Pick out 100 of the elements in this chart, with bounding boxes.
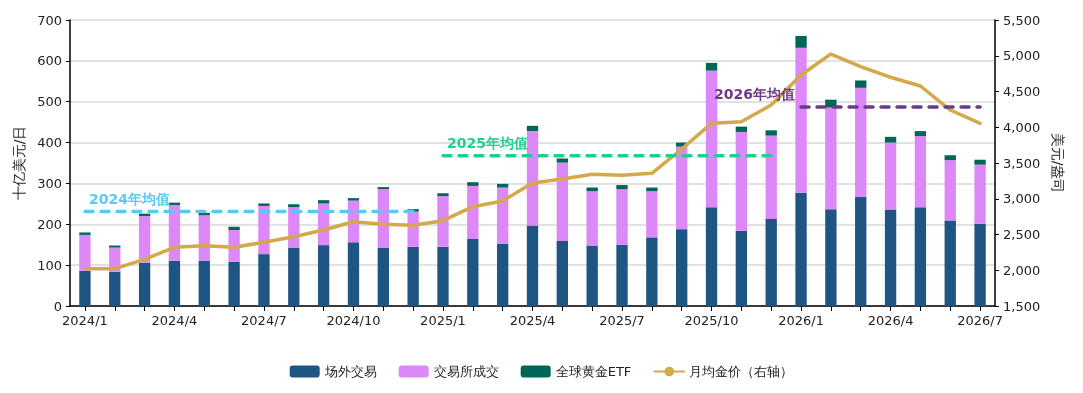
bar <box>795 192 807 306</box>
bar <box>467 182 479 186</box>
x-tick-label: 2024/1 <box>62 313 108 328</box>
x-tick-label: 2025/4 <box>509 313 556 328</box>
bar <box>855 196 867 306</box>
bar <box>377 187 389 190</box>
bar <box>437 246 449 306</box>
x-tick-label: 2024/10 <box>326 313 381 328</box>
y2-tick-label: 5,500 <box>1003 12 1041 28</box>
bar <box>944 155 956 161</box>
bar <box>765 130 777 136</box>
x-tick-label: 2024/4 <box>151 313 198 328</box>
bar <box>407 246 419 306</box>
bar <box>317 245 330 306</box>
bar <box>735 131 748 231</box>
bar <box>526 225 539 306</box>
bar <box>496 187 509 244</box>
series-label: 2025年均值 <box>446 134 528 151</box>
bar <box>735 230 748 306</box>
legend-label: 月均金价（右轴） <box>689 364 794 379</box>
line-series <box>83 52 982 271</box>
bar <box>646 191 658 238</box>
bar <box>347 198 360 201</box>
bar <box>79 232 91 235</box>
bar <box>914 207 927 306</box>
bar <box>288 247 300 306</box>
bar <box>258 254 270 306</box>
bar <box>944 220 956 306</box>
bar <box>79 270 91 306</box>
bar <box>825 209 837 306</box>
bar <box>825 107 837 210</box>
bar <box>556 241 569 306</box>
bar <box>258 203 270 206</box>
y2-tick-label: 4,500 <box>1003 84 1041 99</box>
bar <box>735 126 748 132</box>
bar <box>855 80 867 88</box>
bar <box>884 136 897 143</box>
y-tick-label: 300 <box>37 175 62 191</box>
bar <box>288 204 300 208</box>
bar <box>467 238 479 306</box>
bar <box>974 164 986 224</box>
legend-label: 交易所成交 <box>433 364 499 379</box>
bar <box>884 142 897 210</box>
bar <box>198 260 210 306</box>
y2-axis-title: 美元/盎司 <box>1050 132 1067 194</box>
bar <box>765 218 777 306</box>
bar <box>496 183 509 188</box>
bar <box>944 160 956 221</box>
legend-label: 场外交易 <box>323 364 377 379</box>
y2-tick-label: 4,000 <box>1003 119 1041 135</box>
y-tick-label: 0 <box>53 298 62 314</box>
x-tick-label: 2025/1 <box>420 313 466 328</box>
bar <box>676 229 688 306</box>
bar <box>884 209 897 306</box>
bar <box>586 245 598 306</box>
series-label: 2024年均值 <box>88 190 170 207</box>
bar <box>228 261 240 306</box>
y-tick-label: 400 <box>37 135 62 151</box>
bar <box>109 271 121 306</box>
bar <box>556 158 569 163</box>
legend-label: 全球黄金ETF <box>555 364 632 379</box>
y-tick-label: 700 <box>37 12 62 28</box>
bar <box>646 237 658 306</box>
bar <box>109 245 121 248</box>
bar <box>138 262 151 306</box>
bar <box>467 185 479 239</box>
bar <box>496 243 509 306</box>
y2-tick-label: 3,500 <box>1003 155 1041 171</box>
bar <box>914 136 927 208</box>
bar <box>974 159 986 165</box>
bar <box>79 234 91 271</box>
bar <box>377 247 389 306</box>
bar <box>705 62 718 71</box>
y2-tick-label: 2,500 <box>1003 227 1041 242</box>
bar <box>168 260 181 306</box>
x-tick-label: 2025/10 <box>684 313 739 328</box>
bar <box>347 242 360 306</box>
y-tick-label: 600 <box>37 53 62 69</box>
bar <box>437 193 449 197</box>
y2-tick-label: 5,000 <box>1003 48 1041 64</box>
bar <box>526 131 539 226</box>
bar <box>616 185 628 190</box>
x-tick-label: 2026/1 <box>778 313 824 328</box>
bar <box>795 35 807 48</box>
bar <box>138 216 151 263</box>
y-tick-label: 200 <box>37 216 62 232</box>
y2-tick-label: 2,000 <box>1003 262 1041 278</box>
bar <box>705 207 718 306</box>
bar <box>437 196 449 247</box>
bar <box>198 215 210 261</box>
bar <box>616 189 628 245</box>
bar <box>377 189 389 248</box>
x-tick-label: 2026/4 <box>867 313 914 328</box>
bar <box>914 131 927 137</box>
bar <box>526 125 539 132</box>
bar <box>855 87 867 197</box>
y-tick-label: 100 <box>37 257 62 273</box>
y-tick-label: 500 <box>37 94 62 110</box>
bar <box>765 135 777 219</box>
y2-tick-label: 1,500 <box>1003 298 1041 314</box>
